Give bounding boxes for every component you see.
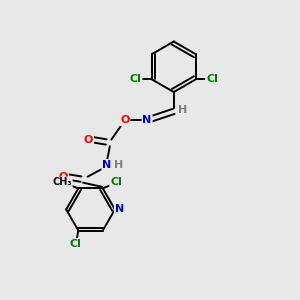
Text: O: O [58,172,68,182]
Text: H: H [178,105,187,115]
Text: N: N [142,115,152,125]
Text: N: N [102,160,112,170]
Text: Cl: Cl [206,74,218,84]
Text: O: O [120,115,129,125]
Text: O: O [84,135,93,145]
Text: CH₃: CH₃ [52,177,72,188]
Text: Cl: Cl [130,74,142,84]
Text: H: H [114,160,123,170]
Text: Cl: Cl [70,239,81,249]
Text: N: N [115,204,124,214]
Text: Cl: Cl [110,177,122,188]
